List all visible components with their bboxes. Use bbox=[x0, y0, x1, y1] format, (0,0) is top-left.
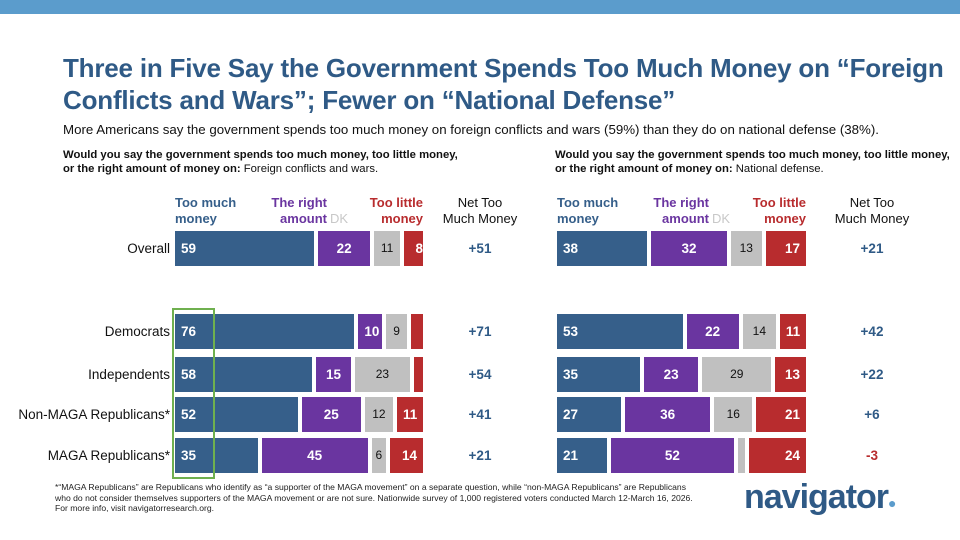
bar-segment-right: 15 bbox=[315, 357, 352, 392]
bar-segment-dk: 13 bbox=[730, 231, 762, 266]
net-value: +21 bbox=[468, 448, 492, 463]
legend-too-much: Too much money bbox=[557, 195, 619, 226]
bar-segment-right: 22 bbox=[318, 231, 371, 266]
question-left-item: Foreign conflicts and wars. bbox=[243, 163, 379, 175]
net-value: +42 bbox=[860, 324, 884, 339]
net-value: +21 bbox=[860, 241, 884, 256]
bar-segment-dk: 14 bbox=[742, 314, 776, 349]
bar-segment-right: 25 bbox=[301, 397, 361, 432]
question-right-item: National defense. bbox=[735, 163, 824, 175]
bar-segment-right: 22 bbox=[686, 314, 739, 349]
bar-segment-too-little: 11 bbox=[779, 314, 806, 349]
row-label: MAGA Republicans* bbox=[47, 448, 170, 463]
legend-dk: DK bbox=[712, 211, 731, 226]
bar-segment-too-much: 35 bbox=[557, 357, 640, 392]
bar-segment-too-little: 24 bbox=[749, 438, 806, 473]
legend-net: Net Too Much Money bbox=[834, 195, 910, 226]
row-label: Non-MAGA Republicans* bbox=[18, 407, 170, 422]
question-right: Would you say the government spends too … bbox=[555, 148, 955, 176]
question-left: Would you say the government spends too … bbox=[63, 148, 463, 176]
page-title: Three in Five Say the Government Spends … bbox=[63, 53, 944, 115]
bar-segment-dk: 12 bbox=[364, 397, 394, 432]
bar-segment-too-little: 8 bbox=[404, 231, 423, 266]
bar-segment-too-little: 21 bbox=[756, 397, 806, 432]
logo-text: navigator bbox=[744, 478, 889, 516]
bar-segment-right: 52 bbox=[610, 438, 734, 473]
highlight-box bbox=[172, 308, 215, 479]
bar-segment-too-much: 58 bbox=[175, 357, 312, 392]
legend-right-amount: The right amount bbox=[653, 195, 709, 226]
bar-segment-too-much: 53 bbox=[557, 314, 683, 349]
legend-right-amount: The right amount bbox=[271, 195, 327, 226]
bar-segment-too-much: 21 bbox=[557, 438, 607, 473]
question-left-bold: Would you say the government spends too … bbox=[63, 149, 458, 175]
bar-segment-dk: 11 bbox=[374, 231, 401, 266]
net-value: +54 bbox=[468, 367, 492, 382]
bar-segment-too-much: 59 bbox=[175, 231, 315, 266]
bar-segment-dk bbox=[738, 438, 746, 473]
row-label: Independents bbox=[88, 367, 170, 382]
legend-too-little: Too little money bbox=[369, 195, 423, 226]
bar-segment-right: 45 bbox=[261, 438, 368, 473]
bar-segment-dk: 23 bbox=[355, 357, 410, 392]
net-value: +41 bbox=[468, 407, 492, 422]
bar-segment-right: 10 bbox=[358, 314, 382, 349]
bar-segment-dk: 16 bbox=[714, 397, 753, 432]
bar-segment-too-little: 11 bbox=[397, 397, 423, 432]
bar-segment-too-much: 35 bbox=[175, 438, 258, 473]
bar-segment-right: 23 bbox=[643, 357, 699, 392]
footnote: *“MAGA Republicans” are Republicans who … bbox=[55, 482, 693, 513]
legend-dk: DK bbox=[330, 211, 349, 226]
bar-segment-dk: 9 bbox=[385, 314, 408, 349]
net-value: -3 bbox=[865, 448, 878, 463]
net-value: +71 bbox=[468, 324, 492, 339]
legend-too-little: Too little money bbox=[752, 195, 806, 226]
logo-dot-icon: ● bbox=[888, 495, 897, 511]
net-value: +51 bbox=[468, 241, 492, 256]
legend-too-much: Too much money bbox=[175, 195, 237, 226]
bar-segment-right: 32 bbox=[651, 231, 727, 266]
row-label: Overall bbox=[127, 241, 170, 256]
question-right-bold: Would you say the government spends too … bbox=[555, 149, 950, 175]
net-value: +22 bbox=[860, 367, 884, 382]
bar-segment-too-little bbox=[411, 314, 423, 349]
bar-segment-dk: 6 bbox=[371, 438, 386, 473]
bar-segment-too-much: 52 bbox=[175, 397, 298, 432]
bar-segment-dk: 29 bbox=[702, 357, 772, 392]
bar-segment-too-much: 38 bbox=[557, 231, 648, 266]
navigator-logo: navigator● bbox=[744, 478, 897, 517]
subtitle: More Americans say the government spends… bbox=[63, 122, 879, 137]
bar-segment-too-little bbox=[413, 357, 423, 392]
bar-segment-too-little: 14 bbox=[389, 438, 423, 473]
bar-segment-too-much: 27 bbox=[557, 397, 621, 432]
row-label: Democrats bbox=[104, 324, 170, 339]
bar-segment-too-little: 17 bbox=[765, 231, 806, 266]
bar-segment-too-much: 76 bbox=[175, 314, 355, 349]
top-accent-bar bbox=[0, 0, 960, 14]
net-value: +6 bbox=[864, 407, 880, 422]
legend-net: Net Too Much Money bbox=[442, 195, 518, 226]
bar-segment-right: 36 bbox=[624, 397, 711, 432]
bar-segment-too-little: 13 bbox=[775, 357, 806, 392]
